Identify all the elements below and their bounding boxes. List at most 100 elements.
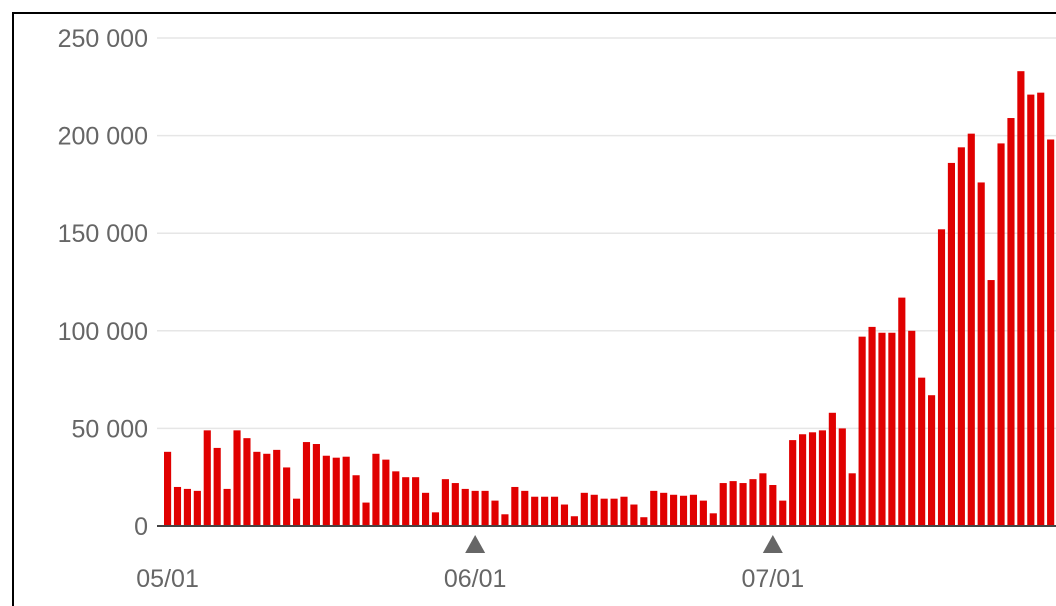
bar (1037, 92, 1045, 526)
bar (521, 490, 529, 526)
bar (541, 496, 549, 526)
bar (501, 514, 509, 526)
y-tick-label: 0 (134, 513, 148, 541)
bars (164, 71, 1055, 527)
bar (898, 297, 906, 526)
bar (779, 500, 787, 526)
bar (789, 440, 797, 526)
bar (1027, 94, 1035, 526)
bar (431, 512, 440, 526)
bar (630, 504, 638, 526)
bar (283, 467, 291, 526)
x-tick-marker (465, 535, 486, 553)
bar (878, 332, 886, 526)
bar (560, 504, 569, 526)
bar (332, 457, 340, 526)
bar (511, 486, 519, 526)
bar (570, 516, 578, 526)
bar (808, 432, 817, 526)
bar (441, 479, 449, 526)
bar (610, 498, 618, 526)
bar (928, 395, 936, 526)
bar (421, 492, 430, 526)
bar (670, 494, 678, 526)
bar (263, 453, 271, 526)
bar (580, 492, 588, 526)
bar (947, 162, 955, 527)
bar (1007, 118, 1015, 527)
bar (967, 133, 975, 526)
bar (223, 488, 231, 526)
bar (312, 444, 320, 526)
bar (302, 442, 311, 526)
bar (550, 496, 559, 526)
bar (918, 377, 926, 526)
x-tick-label: 07/01 (742, 565, 805, 593)
y-tick-label: 150 000 (58, 220, 148, 248)
bar (799, 434, 807, 526)
bar (173, 486, 182, 526)
bar (402, 477, 410, 526)
bar (183, 488, 191, 526)
bar (213, 447, 221, 526)
bar (1047, 139, 1055, 526)
bar (868, 326, 876, 526)
chart-frame (12, 12, 1056, 606)
y-tick-labels: 0 50 000 100 000 150 000 200 000 250 000 (58, 25, 148, 541)
x-tick-label: 06/01 (444, 565, 507, 593)
bar (888, 332, 896, 526)
y-tick-label: 100 000 (58, 318, 148, 346)
bar (382, 459, 390, 526)
bar (372, 453, 380, 526)
y-tick-label: 200 000 (58, 123, 148, 151)
bar (600, 498, 608, 526)
bar (729, 481, 737, 526)
bar (620, 496, 628, 526)
bar (1017, 71, 1025, 527)
x-tick-marker (762, 535, 783, 553)
bar (908, 330, 916, 526)
bar (412, 477, 420, 526)
bar (451, 483, 459, 526)
x-tick-labels: 05/01 06/01 07/01 (136, 535, 804, 593)
bar (531, 496, 539, 526)
bar (977, 182, 985, 526)
bar (640, 517, 648, 526)
bar (679, 495, 688, 526)
bar (838, 428, 846, 526)
bar (342, 456, 350, 526)
y-tick-label: 250 000 (58, 25, 148, 53)
bar (203, 430, 211, 526)
bar (471, 490, 479, 526)
bar (848, 473, 856, 526)
bar (253, 451, 261, 526)
x-tick-label: 05/01 (136, 565, 199, 593)
bar (769, 485, 777, 526)
bar (193, 490, 201, 526)
bar (997, 143, 1005, 526)
bar (590, 494, 598, 526)
bar (739, 483, 747, 526)
bar (352, 475, 360, 526)
gridlines (157, 37, 1056, 430)
bar (273, 449, 281, 526)
bar (719, 483, 727, 526)
bar (650, 490, 658, 526)
bar (937, 229, 946, 526)
bar (164, 451, 172, 526)
bar (660, 492, 668, 526)
bar (828, 412, 836, 526)
bar (858, 336, 866, 526)
bar (818, 430, 827, 526)
bar (491, 500, 499, 526)
bar (243, 438, 251, 526)
bar (987, 280, 995, 526)
bar (709, 513, 717, 526)
bar (292, 498, 301, 526)
bar (957, 147, 965, 526)
y-tick-label: 50 000 (72, 415, 148, 443)
bar (689, 494, 698, 526)
bar (392, 471, 400, 526)
bar (322, 455, 330, 526)
